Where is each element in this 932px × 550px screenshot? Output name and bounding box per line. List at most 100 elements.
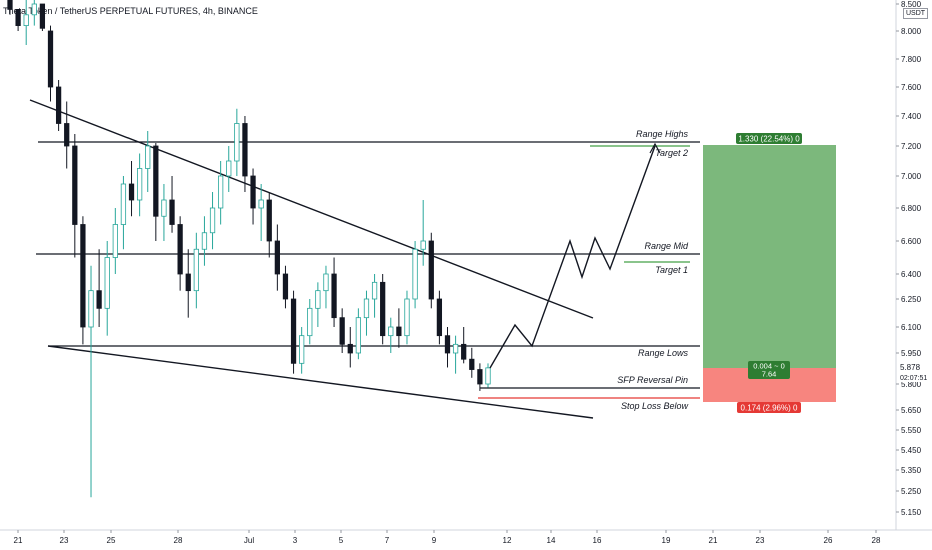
- candle-body: [161, 199, 167, 217]
- candle: [477, 363, 483, 391]
- candle-body: [282, 273, 289, 300]
- time-axis[interactable]: 21 23 25 28 Jul 3 5 7 9 12 14 16 19 21 23 26 28: [14, 530, 881, 545]
- price-tick-label: 6.100: [901, 323, 922, 332]
- target-label: 1.330 (22.54%) 0: [738, 135, 800, 144]
- current-price-marker: 5.878 02:07:51: [897, 362, 932, 382]
- candle-body: [258, 199, 264, 209]
- candle-body: [315, 290, 321, 309]
- stop-loss-label: Stop Loss Below: [621, 401, 689, 411]
- candle: [104, 241, 110, 336]
- candle: [452, 335, 459, 374]
- time-tick-label: 16: [593, 536, 602, 545]
- price-tick-label: 7.600: [901, 83, 922, 92]
- candle-body: [388, 326, 394, 337]
- candle-body: [39, 3, 46, 29]
- price-tick-label: 5.550: [901, 426, 922, 435]
- candle: [355, 308, 362, 360]
- candle: [469, 347, 475, 378]
- candle: [201, 216, 208, 266]
- target-2-label: Target 2: [655, 148, 688, 158]
- profit-zone: [703, 145, 836, 368]
- candle: [177, 216, 183, 291]
- candle-body: [234, 123, 240, 162]
- candle-body: [185, 273, 191, 292]
- risk-reward-label: 7.64: [762, 370, 777, 379]
- candle-body: [331, 273, 337, 319]
- candle: [185, 249, 191, 318]
- candle-body: [477, 369, 483, 385]
- time-tick-label: Jul: [244, 536, 254, 545]
- candle-body: [136, 168, 143, 201]
- candle-body: [371, 281, 378, 300]
- candle-body: [380, 281, 386, 337]
- price-tick-label: 6.600: [901, 237, 922, 246]
- candle-body: [218, 175, 224, 209]
- current-price-label: 5.878: [900, 363, 921, 372]
- price-axis[interactable]: 8.500 8.000 7.800 7.600 7.400 7.200 7.000 6.800…: [896, 0, 922, 517]
- candle: [258, 184, 264, 241]
- stop-label: 0.174 (2.96%) 0: [741, 404, 798, 413]
- chart-title: Theta Token / TetherUS PERPETUAL FUTURES…: [3, 6, 258, 16]
- descending-support-trendline[interactable]: [47, 345, 594, 419]
- candle: [266, 192, 272, 258]
- candle: [396, 308, 402, 348]
- candle: [404, 290, 410, 345]
- candle: [145, 131, 151, 192]
- time-tick-label: 5: [339, 536, 344, 545]
- candle-body: [47, 30, 54, 88]
- candle-body: [31, 3, 37, 16]
- candle-body: [128, 183, 135, 201]
- candle-body: [226, 160, 232, 177]
- candle-body: [428, 240, 434, 300]
- candle: [250, 168, 256, 225]
- time-tick-label: 23: [756, 536, 765, 545]
- candle-body: [177, 224, 183, 275]
- candle: [153, 143, 159, 241]
- candle-body: [323, 273, 329, 292]
- range-mid-label: Range Mid: [644, 241, 689, 251]
- price-tick-label: 6.800: [901, 204, 922, 213]
- countdown-label: 02:07:51: [900, 375, 927, 382]
- candle-body: [104, 257, 110, 309]
- candlesticks: [7, 0, 491, 498]
- candle-body: [363, 298, 370, 319]
- candle: [371, 274, 378, 318]
- candle-body: [485, 367, 491, 385]
- projected-price-path[interactable]: [489, 145, 656, 369]
- price-tick-label: 5.650: [901, 406, 922, 415]
- candle: [169, 176, 175, 233]
- price-tick-label: 6.400: [901, 270, 922, 279]
- stop-label-bg: [737, 402, 801, 413]
- target-1-label: Target 1: [655, 265, 688, 275]
- candle-body: [347, 343, 353, 354]
- candle: [31, 0, 37, 26]
- candle: [380, 274, 386, 345]
- time-tick-label: 28: [174, 536, 183, 545]
- candle: [444, 327, 451, 368]
- candle: [193, 232, 199, 309]
- currency-badge[interactable]: USDT: [903, 8, 929, 19]
- candle: [128, 161, 135, 217]
- candle: [88, 265, 94, 498]
- price-tick-label: 5.250: [901, 487, 922, 496]
- candle-body: [290, 298, 297, 364]
- descending-resistance-trendline[interactable]: [29, 99, 594, 319]
- candle: [274, 224, 280, 291]
- candle-body: [55, 86, 62, 124]
- price-tick-label: 7.200: [901, 142, 922, 151]
- candle-body: [299, 335, 305, 364]
- candle-body: [7, 0, 13, 10]
- candle-body: [193, 248, 199, 292]
- price-tick-label: 8.500: [901, 0, 922, 9]
- candle-body: [461, 343, 467, 360]
- candle-body: [242, 123, 248, 177]
- long-position-tool[interactable]: 1.330 (22.54%) 0 0.004 ~ 0 7.64 0.174 (2…: [703, 133, 836, 413]
- range-lows-label: Range Lows: [638, 348, 689, 358]
- candle-body: [80, 224, 86, 328]
- candle-body: [266, 199, 272, 242]
- candle: [218, 161, 224, 225]
- candle: [412, 241, 418, 309]
- candle-body: [88, 290, 94, 328]
- candle: [242, 116, 248, 192]
